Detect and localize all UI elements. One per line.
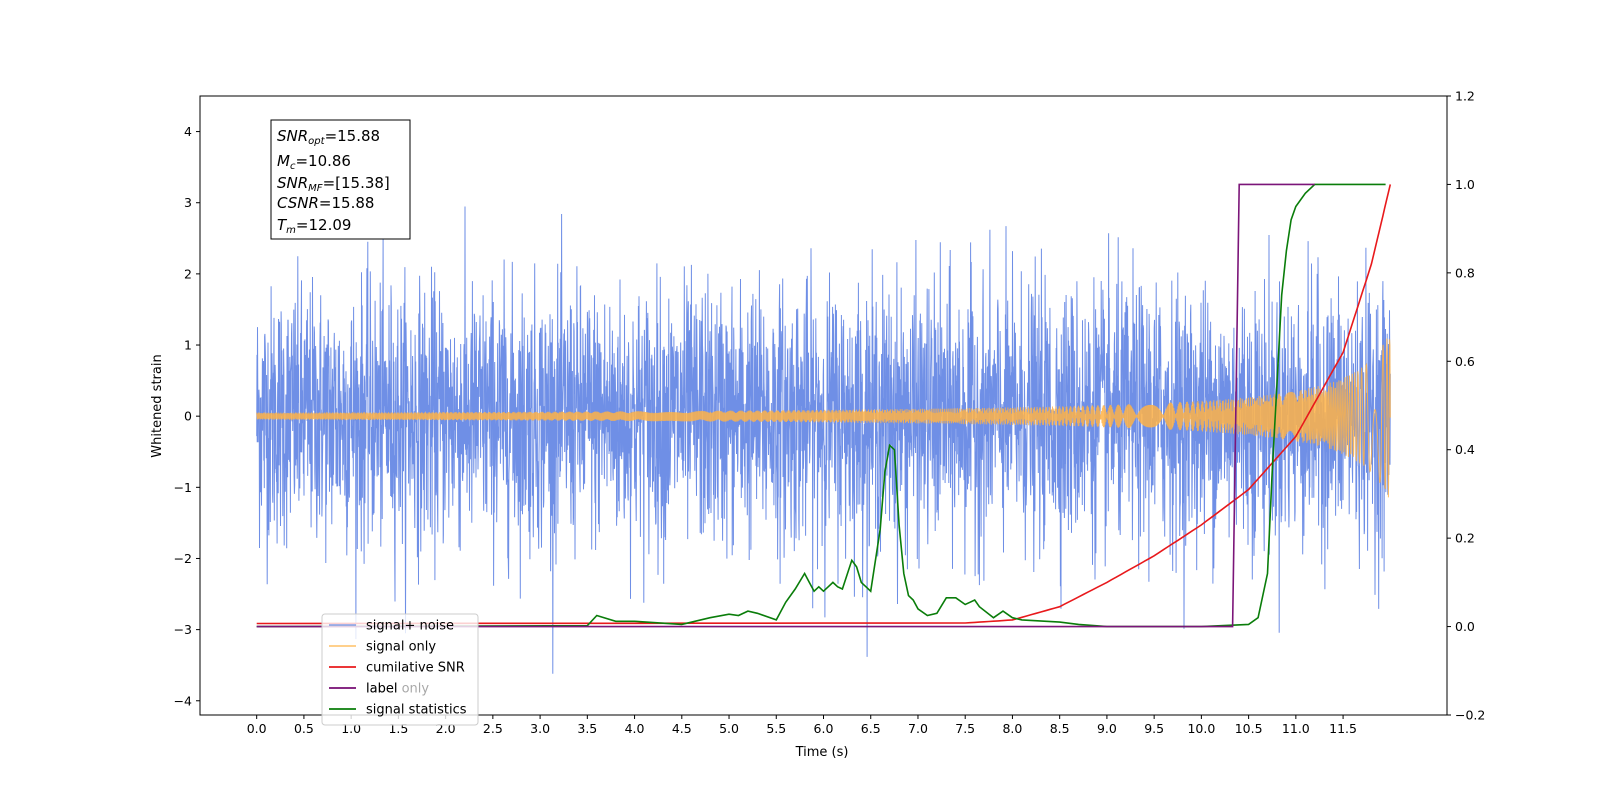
y-tick-label: 0 [184, 409, 192, 424]
legend-signal-noise-text: signal+ noise [366, 619, 454, 634]
x-tick-label: 9.0 [1097, 721, 1117, 736]
y-axis-label: Whitened strain [150, 354, 165, 457]
y2-axis-ticks: −0.2 0.0 0.2 0.4 0.6 0.8 1.0 1.2 [1447, 89, 1485, 723]
x-tick-label: 6.5 [861, 721, 881, 736]
signal-statistics-line [256, 183, 1386, 628]
annotation-box: SNRopt=15.88 Mc=10.86 SNRMF=[15.38] CSNR… [270, 119, 411, 240]
y-tick-label: −2 [174, 551, 192, 566]
annotation-snr-mf: SNRMF=[15.38] [277, 174, 390, 194]
x-tick-label: 7.0 [908, 721, 928, 736]
x-tick-label: 10.5 [1235, 721, 1263, 736]
legend: signal+ noise signal only cumilative SNR la… [321, 613, 479, 726]
y2-tick-label: 0.0 [1455, 619, 1475, 634]
annotation-snr-opt: SNRopt=15.88 [277, 127, 380, 147]
x-tick-label: 3.0 [530, 721, 550, 736]
x-tick-label: 0.0 [247, 721, 267, 736]
annotation-csnr: CSNR=15.88 [277, 194, 374, 212]
x-tick-label: 11.5 [1329, 721, 1357, 736]
legend-label-text: label [366, 682, 397, 697]
x-tick-label: 0.5 [294, 721, 314, 736]
x-tick-label: 8.0 [1002, 721, 1022, 736]
right-axis-series [256, 183, 1392, 628]
y-tick-label: −3 [174, 622, 192, 637]
y2-tick-label: 0.8 [1455, 265, 1475, 280]
signal-noise-series [256, 206, 1391, 674]
x-tick-label: 7.5 [955, 721, 975, 736]
signal-noise-line [256, 206, 1391, 674]
y2-tick-label: −0.2 [1455, 708, 1485, 723]
y-tick-label: −1 [174, 480, 192, 495]
y2-tick-label: 0.2 [1455, 531, 1475, 546]
x-tick-label: 4.5 [672, 721, 692, 736]
annotation-mc: Mc=10.86 [277, 152, 351, 172]
label-line [256, 183, 1315, 628]
x-tick-label: 11.0 [1282, 721, 1310, 736]
y2-tick-label: 1.2 [1455, 89, 1475, 104]
x-tick-label: 9.5 [1144, 721, 1164, 736]
x-tick-label: 4.0 [625, 721, 645, 736]
x-axis-label: Time (s) [795, 745, 849, 760]
y2-tick-label: 1.0 [1455, 177, 1475, 192]
annotation-tm: Tm=12.09 [277, 216, 351, 236]
x-tick-label: 5.5 [766, 721, 786, 736]
legend-signal-statistics-text: signal statistics [366, 703, 467, 718]
y-tick-label: 4 [184, 124, 192, 139]
y2-tick-label: 0.6 [1455, 354, 1475, 369]
y-tick-label: 1 [184, 338, 192, 353]
y-tick-label: −4 [174, 693, 192, 708]
y-tick-label: 3 [184, 195, 192, 210]
x-tick-label: 2.5 [483, 721, 503, 736]
y-tick-label: 2 [184, 266, 192, 281]
x-tick-label: 10.0 [1187, 721, 1215, 736]
legend-cumulative-snr-text: cumilative SNR [366, 661, 465, 676]
legend-label-only-text: label only [366, 682, 429, 697]
x-tick-label: 8.5 [1050, 721, 1070, 736]
x-tick-label: 6.0 [814, 721, 834, 736]
x-tick-label: 5.0 [719, 721, 739, 736]
signal-only-series [256, 338, 1391, 498]
x-tick-label: 3.5 [577, 721, 597, 736]
y-axis-ticks: −4 −3 −2 −1 0 1 2 3 4 [174, 124, 200, 708]
cumulative-snr-line [256, 184, 1392, 625]
legend-signal-only-text: signal only [366, 640, 436, 655]
y2-tick-label: 0.4 [1455, 442, 1475, 457]
signal-only-line [256, 338, 1391, 498]
